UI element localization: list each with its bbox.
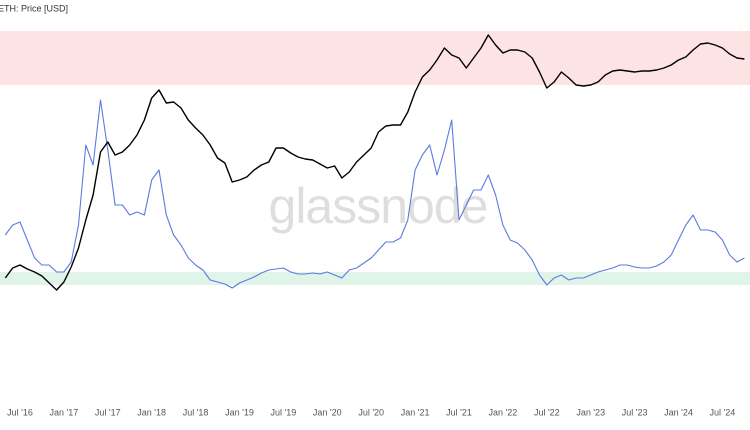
x-tick-label: Jul '21 — [446, 407, 472, 417]
x-tick-label: Jul '19 — [271, 407, 297, 417]
x-tick-label: Jul '18 — [183, 407, 209, 417]
band — [0, 31, 750, 85]
x-tick-label: Jul '17 — [95, 407, 121, 417]
x-tick-label: Jul '20 — [358, 407, 384, 417]
x-tick-label: Jan '22 — [489, 407, 518, 417]
series-line — [4, 34, 745, 291]
legend-label: ETH: Price [USD] — [0, 3, 68, 13]
x-tick-label: Jul '24 — [710, 407, 736, 417]
x-tick-label: Jan '19 — [225, 407, 254, 417]
x-tick-label: Jul '16 — [7, 407, 33, 417]
x-tick-label: Jan '21 — [401, 407, 430, 417]
series-line — [4, 99, 745, 289]
x-tick-label: Jan '20 — [313, 407, 342, 417]
band — [0, 272, 750, 285]
x-tick-label: Jan '24 — [664, 407, 693, 417]
x-tick-label: Jul '23 — [622, 407, 648, 417]
x-tick-label: Jan '18 — [137, 407, 166, 417]
watermark: glassnode — [269, 178, 488, 234]
x-tick-label: Jul '22 — [534, 407, 560, 417]
x-tick-label: Jan '23 — [576, 407, 605, 417]
x-tick-label: Jan '17 — [50, 407, 79, 417]
